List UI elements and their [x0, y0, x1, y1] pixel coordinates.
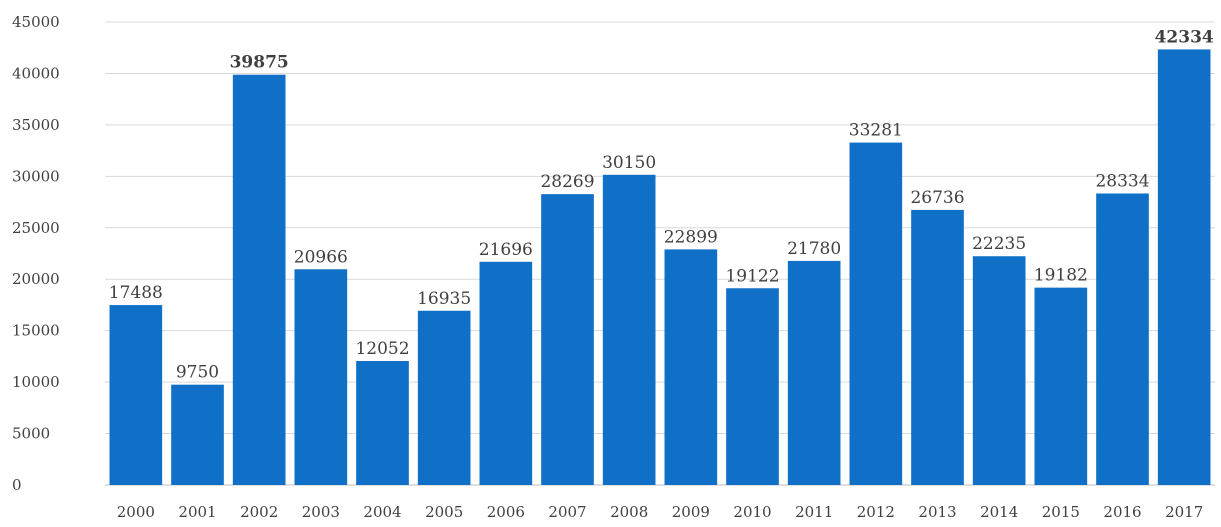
data-label-2011: 21780	[787, 239, 841, 259]
bar-2004	[356, 360, 409, 485]
x-tick-label-2006: 2006	[487, 503, 525, 521]
bar-2017	[1157, 49, 1211, 486]
y-tick-label: 45000	[12, 13, 60, 31]
data-label-2006: 21696	[479, 240, 533, 260]
x-tick-label-2016: 2016	[1103, 503, 1141, 521]
gridlines	[105, 21, 1215, 486]
bar-2010	[726, 288, 779, 485]
y-tick-label: 25000	[12, 219, 60, 237]
bars	[109, 49, 1211, 486]
y-tick-label: 35000	[12, 116, 60, 134]
data-label-2000: 17488	[109, 283, 163, 303]
y-tick-label: 40000	[12, 64, 60, 82]
bar-2011	[787, 260, 841, 485]
data-label-2017: 42334	[1155, 27, 1214, 47]
data-label-2003: 20966	[294, 247, 348, 267]
data-labels: 17488 9750 39875 20966 12052 16935 21696 28269 3…	[109, 27, 1214, 382]
data-label-2001: 9750	[176, 363, 219, 383]
x-tick-label-2011: 2011	[795, 503, 833, 521]
bar-2007	[541, 194, 594, 485]
y-tick-label: 20000	[12, 270, 60, 288]
x-tick-label-2013: 2013	[918, 503, 956, 521]
y-tick-label: 5000	[12, 425, 50, 443]
bar-2016	[1096, 193, 1149, 486]
bar-2014	[972, 256, 1026, 485]
data-label-2005: 16935	[417, 289, 471, 309]
bar-2002	[232, 74, 286, 485]
x-tick-label-2004: 2004	[363, 503, 401, 521]
x-tick-label-2017: 2017	[1165, 503, 1203, 521]
data-label-2004: 12052	[355, 339, 409, 359]
x-tick-label-2005: 2005	[425, 503, 463, 521]
x-tick-label-2002: 2002	[240, 503, 278, 521]
bar-2005	[417, 310, 471, 485]
bar-2008	[602, 174, 656, 486]
bar-2006	[479, 261, 533, 485]
data-label-2014: 22235	[972, 234, 1026, 254]
x-tick-label-2012: 2012	[857, 503, 895, 521]
data-label-2010: 19122	[725, 266, 779, 286]
bar-2015	[1034, 287, 1088, 485]
x-tick-label-2010: 2010	[733, 503, 771, 521]
x-tick-label-2008: 2008	[610, 503, 648, 521]
bar-2001	[171, 384, 224, 485]
x-tick-label-2000: 2000	[117, 503, 155, 521]
y-tick-label: 30000	[12, 167, 60, 185]
y-tick-label: 10000	[12, 373, 60, 391]
y-tick-label: 15000	[12, 322, 60, 340]
bar-2012	[849, 142, 903, 485]
x-tick-label-2003: 2003	[302, 503, 340, 521]
x-tick-label-2009: 2009	[672, 503, 710, 521]
data-label-2009: 22899	[664, 227, 718, 247]
x-tick-label-2015: 2015	[1042, 503, 1080, 521]
bar-2003	[294, 269, 348, 485]
bar-2013	[911, 209, 964, 485]
data-label-2015: 19182	[1034, 266, 1088, 286]
x-tick-label-2007: 2007	[548, 503, 586, 521]
x-axis: 2000 2001 2002 2003 2004 2005 2006 2007 2008 2009…	[117, 503, 1204, 521]
data-label-2007: 28269	[540, 172, 594, 192]
data-label-2016: 28334	[1095, 171, 1149, 191]
x-tick-label-2014: 2014	[980, 503, 1018, 521]
x-tick-label-2001: 2001	[178, 503, 216, 521]
data-label-2002: 39875	[230, 53, 289, 73]
data-label-2012: 33281	[849, 121, 903, 141]
data-label-2008: 30150	[602, 153, 656, 173]
y-axis: 0 5000 10000 15000 20000 25000 30000 35000 40000…	[12, 13, 60, 494]
bar-2009	[664, 249, 718, 485]
y-tick-label: 0	[12, 476, 22, 494]
bar-2000	[109, 305, 163, 485]
data-label-2013: 26736	[910, 188, 964, 208]
